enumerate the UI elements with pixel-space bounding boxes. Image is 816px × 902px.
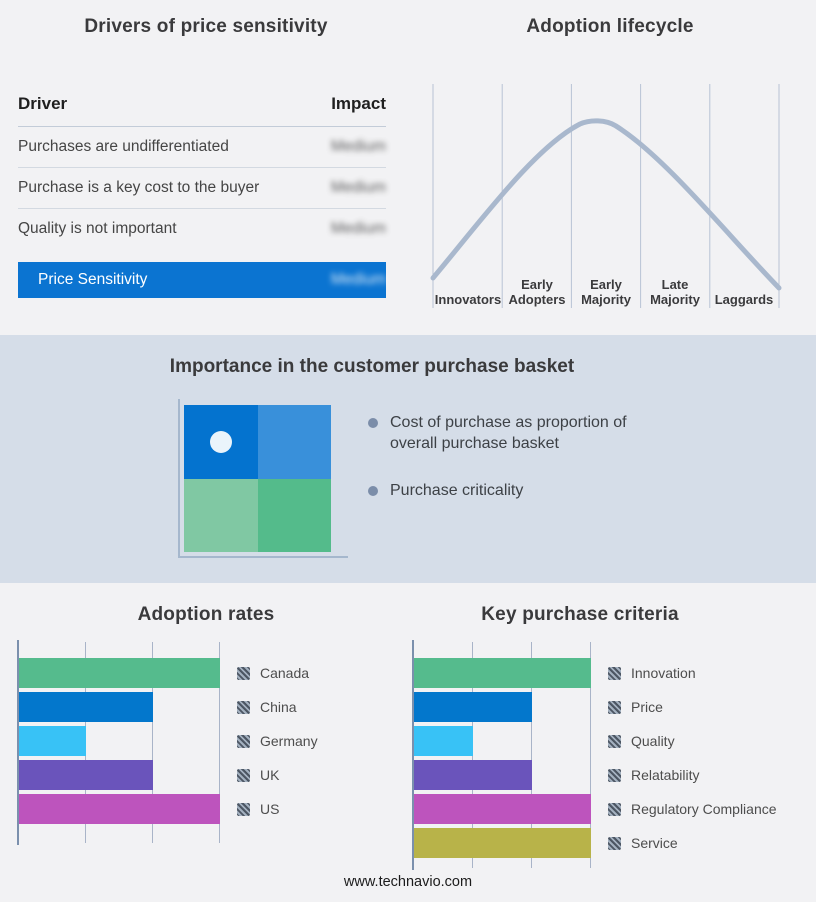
driver-cell: Purchase is a key cost to the buyer [18,179,260,196]
adoption-lifecycle-chart [430,84,782,308]
lifecycle-gridlines [432,84,780,308]
bar-us [19,794,220,824]
y-axis [17,640,19,845]
hatched-swatch-icon [237,802,250,816]
bar-group [19,658,220,828]
bullet-icon [368,485,378,496]
impact-cell-blurred: Medium [330,220,386,237]
list-item: Cost of purchase as proportion of overal… [368,413,638,455]
summary-label: Price Sensitivity [38,271,148,288]
quadrant-top-left [184,405,258,479]
hatched-swatch-icon [608,836,621,850]
table-row: Quality is not important Medium [18,209,386,249]
legend-item: US [237,794,318,824]
stage-label-early-majority: Early Majority [581,276,631,308]
price-sensitivity-table: Driver Impact Purchases are undifferenti… [18,94,386,298]
list-item: Purchase criticality [368,481,638,502]
quadrant-bottom-right [257,478,331,552]
bell-curve [430,118,782,291]
stage-label-late-majority: Late Majority [650,276,700,308]
key-purchase-criteria-title: Key purchase criteria [481,604,679,625]
hatched-swatch-icon [608,734,621,748]
table-row: Purchases are undifferentiated Medium [18,127,386,168]
driver-cell: Quality is not important [18,220,177,237]
driver-cell: Purchases are undifferentiated [18,138,229,155]
impact-cell-blurred: Medium [330,138,386,155]
quadrant-x-axis [178,556,348,558]
gridline [152,642,153,843]
stage-label-early-adopters: Early Adopters [508,276,566,308]
key-purchase-criteria-legend: Innovation Price Quality Relatability Re… [608,658,777,862]
bar-canada [19,658,220,688]
hatched-swatch-icon [608,700,621,714]
quadrant-top-right [257,405,331,479]
drivers-section-title: Drivers of price sensitivity [84,16,328,37]
bar-relatability [414,760,533,790]
hatched-swatch-icon [237,734,250,748]
legend-item: Price [608,692,777,722]
legend-item: China [237,692,318,722]
legend-item: Innovation [608,658,777,688]
table-row: Purchase is a key cost to the buyer Medi… [18,168,386,209]
y-axis [412,640,414,870]
price-sensitivity-summary-row: Price Sensitivity Medium [18,262,386,298]
lifecycle-section-title: Adoption lifecycle [526,16,694,37]
summary-impact-blurred: Medium [330,271,386,288]
bar-germany [19,726,86,756]
basket-bullet-list: Cost of purchase as proportion of overal… [368,413,638,527]
bar-innovation [414,658,591,688]
stage-label-laggards: Laggards [714,292,774,308]
hatched-swatch-icon [608,802,621,816]
hatched-swatch-icon [608,666,621,680]
legend-item: UK [237,760,318,790]
gridline [219,642,220,843]
bar-china [19,692,154,722]
key-purchase-criteria-chart [412,640,591,870]
adoption-rates-chart [17,640,220,845]
purchase-basket-quadrant [184,405,331,552]
quadrant-bottom-left [184,478,258,552]
gridline [590,642,591,868]
quadrant-y-axis [178,399,180,558]
bullet-icon [368,418,378,428]
adoption-rates-title: Adoption rates [137,604,275,625]
stage-label-innovators: Innovators [434,292,502,308]
hatched-swatch-icon [237,666,250,680]
bar-regulatory-compliance [414,794,591,824]
bar-price [414,692,533,722]
bar-quality [414,726,473,756]
impact-cell-blurred: Medium [330,179,386,196]
bar-uk [19,760,154,790]
legend-item: Service [608,828,777,858]
table-header-row: Driver Impact [18,94,386,127]
purchase-basket-section: Importance in the customer purchase bask… [0,335,816,583]
hatched-swatch-icon [608,768,621,782]
position-marker-dot [210,431,232,453]
website-url: www.technavio.com [343,874,473,890]
bar-service [414,828,591,858]
hatched-swatch-icon [237,768,250,782]
legend-item: Regulatory Compliance [608,794,777,824]
legend-item: Quality [608,726,777,756]
legend-item: Relatability [608,760,777,790]
bar-group [414,658,591,862]
legend-item: Germany [237,726,318,756]
legend-item: Canada [237,658,318,688]
driver-column-header: Driver [18,94,68,113]
gridline [531,642,532,868]
hatched-swatch-icon [237,700,250,714]
basket-section-title: Importance in the customer purchase bask… [169,356,575,377]
impact-column-header: Impact [331,94,386,113]
adoption-rates-legend: Canada China Germany UK US [237,658,318,828]
